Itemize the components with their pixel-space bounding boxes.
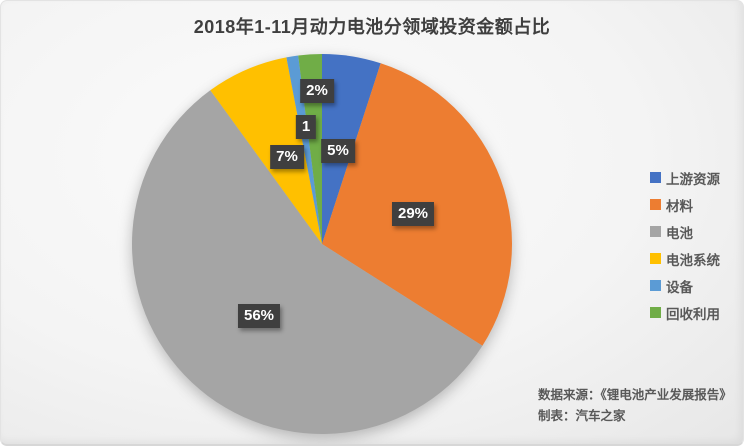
pie-slice-电池[interactable] (131, 90, 483, 435)
legend-item-upstream-resources[interactable]: 上游资源 (650, 164, 720, 191)
legend-label: 上游资源 (666, 171, 720, 187)
slice-label-battery-system: 7% (270, 145, 304, 169)
legend: 上游资源 材料 电池 电池系统 设备 回收利用 (650, 164, 720, 326)
source-line: 数据来源：《锂电池产业发展报告》 (538, 388, 732, 402)
legend-item-equipment[interactable]: 设备 (650, 272, 720, 299)
legend-label: 材料 (666, 198, 693, 214)
legend-label: 回收利用 (666, 306, 720, 322)
legend-item-recycling[interactable]: 回收利用 (650, 299, 720, 326)
slice-label-battery: 56% (237, 304, 281, 328)
legend-item-battery[interactable]: 电池 (650, 218, 720, 245)
slice-label-materials: 29% (391, 202, 435, 226)
legend-label: 设备 (666, 279, 693, 295)
legend-item-battery-system[interactable]: 电池系统 (650, 245, 720, 272)
credit-line: 制表：汽车之家 (538, 409, 626, 423)
legend-swatch-icon (650, 280, 661, 291)
slice-label-equipment: 1 (295, 115, 317, 139)
slice-label-recycling: 2% (300, 79, 334, 103)
slice-label-upstream-resources: 5% (321, 139, 355, 163)
chart-title: 2018年1-11月动力电池分领域投资金额占比 (193, 17, 551, 37)
legend-swatch-icon (650, 307, 661, 318)
legend-label: 电池 (666, 225, 693, 241)
legend-swatch-icon (650, 253, 661, 264)
legend-item-materials[interactable]: 材料 (650, 191, 720, 218)
legend-swatch-icon (650, 172, 661, 183)
legend-label: 电池系统 (666, 252, 720, 268)
pie-slice-电池系统[interactable] (210, 57, 322, 245)
footer-note: 数据来源：《锂电池产业发展报告》 制表：汽车之家 (538, 385, 732, 427)
pie-slice-设备[interactable] (286, 55, 322, 245)
legend-swatch-icon (650, 226, 661, 237)
legend-swatch-icon (650, 199, 661, 210)
